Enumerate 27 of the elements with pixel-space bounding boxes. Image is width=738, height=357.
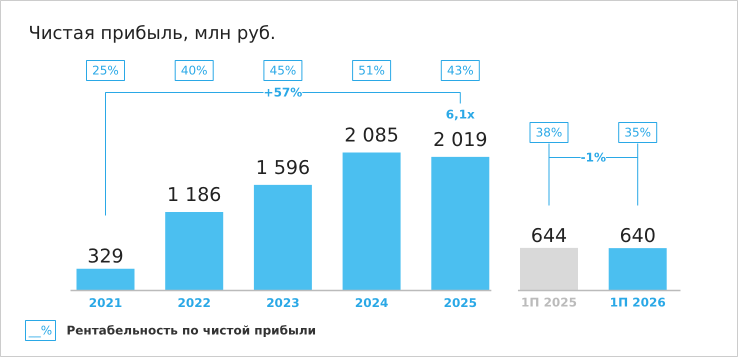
text: 6,1x	[446, 108, 476, 122]
data-label: 2 019	[433, 128, 488, 151]
data-label: 1 186	[167, 184, 222, 206]
data-label: 329	[87, 246, 124, 268]
text: Рентабельность по чистой прибыли	[66, 324, 316, 338]
data-label: 2 085	[344, 124, 399, 146]
data-label: 644	[530, 224, 568, 247]
data-label: 640	[620, 225, 656, 248]
x-tick-label: 2024	[354, 296, 388, 310]
text: +57%	[264, 86, 302, 100]
annotation: -1%	[580, 150, 606, 164]
text: 43%	[446, 64, 474, 78]
x-tick-label: 1П 2025	[521, 296, 577, 310]
chart-title: Чистая прибыль, млн руб.	[28, 23, 276, 44]
text: 25%	[92, 64, 119, 78]
x-tick-label: 2021	[88, 296, 122, 310]
text: __%	[28, 324, 52, 338]
text: 35%	[624, 126, 652, 140]
text: 40%	[180, 64, 208, 78]
x-tick-label: 2022	[178, 296, 211, 310]
text: 38%	[536, 126, 562, 140]
x-tick-label: 2025	[444, 296, 478, 310]
data-label: 1 596	[256, 156, 310, 179]
x-tick-label: 1П 2026	[610, 296, 666, 310]
x-tick-label: 2023	[266, 296, 300, 310]
text: 45%	[270, 64, 296, 78]
text: 51%	[358, 64, 385, 78]
